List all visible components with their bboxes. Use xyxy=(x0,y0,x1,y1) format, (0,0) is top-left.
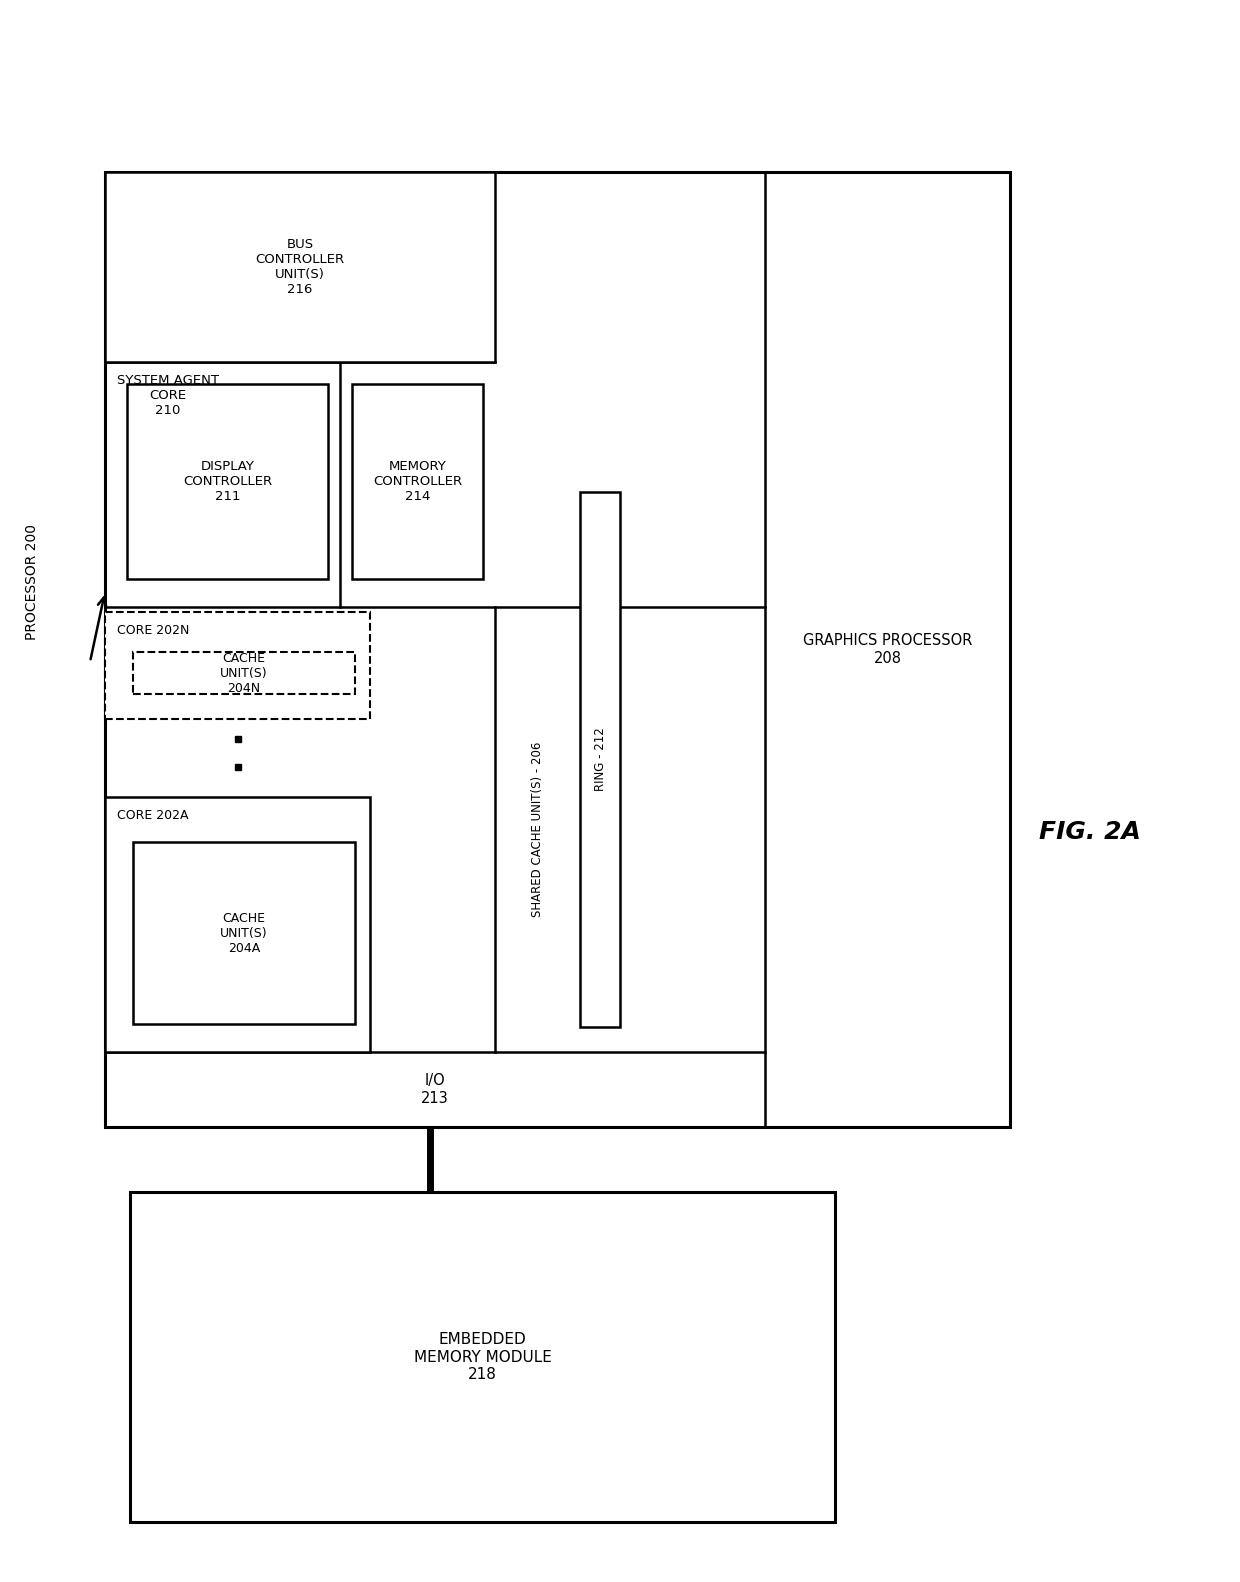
FancyBboxPatch shape xyxy=(352,384,484,579)
FancyBboxPatch shape xyxy=(105,172,495,362)
Text: SYSTEM AGENT
CORE
210: SYSTEM AGENT CORE 210 xyxy=(117,373,219,418)
Text: EMBEDDED
MEMORY MODULE
218: EMBEDDED MEMORY MODULE 218 xyxy=(414,1332,552,1383)
FancyBboxPatch shape xyxy=(105,172,1011,1126)
Text: I/O
213: I/O 213 xyxy=(422,1073,449,1106)
Text: BUS
CONTROLLER
UNIT(S)
216: BUS CONTROLLER UNIT(S) 216 xyxy=(255,237,345,296)
Text: MEMORY
CONTROLLER
214: MEMORY CONTROLLER 214 xyxy=(373,460,463,503)
Text: PROCESSOR 200: PROCESSOR 200 xyxy=(25,524,38,641)
FancyBboxPatch shape xyxy=(105,797,370,1052)
FancyBboxPatch shape xyxy=(133,842,355,1024)
FancyBboxPatch shape xyxy=(133,652,355,694)
Text: CORE 202N: CORE 202N xyxy=(117,623,190,638)
FancyBboxPatch shape xyxy=(580,492,620,1027)
Text: CACHE
UNIT(S)
204A: CACHE UNIT(S) 204A xyxy=(221,911,268,954)
Text: FIG. 2A: FIG. 2A xyxy=(1039,819,1141,845)
FancyBboxPatch shape xyxy=(126,384,329,579)
Text: SHARED CACHE UNIT(S) - 206: SHARED CACHE UNIT(S) - 206 xyxy=(531,742,544,918)
Text: CORE 202A: CORE 202A xyxy=(117,808,188,823)
Text: CACHE
UNIT(S)
204N: CACHE UNIT(S) 204N xyxy=(221,652,268,694)
FancyBboxPatch shape xyxy=(130,1191,835,1522)
FancyBboxPatch shape xyxy=(105,612,370,718)
Text: GRAPHICS PROCESSOR
208: GRAPHICS PROCESSOR 208 xyxy=(802,633,972,666)
Text: DISPLAY
CONTROLLER
211: DISPLAY CONTROLLER 211 xyxy=(184,460,272,503)
Text: RING - 212: RING - 212 xyxy=(594,728,606,791)
